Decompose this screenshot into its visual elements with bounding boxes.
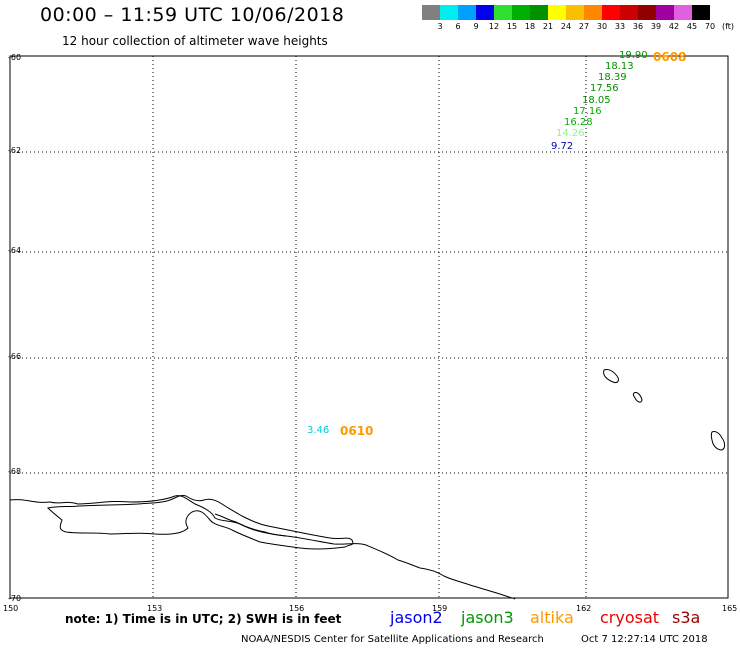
color-swatch xyxy=(620,5,638,20)
color-scale-label: 36 xyxy=(632,22,644,31)
credit-text: NOAA/NESDIS Center for Satellite Applica… xyxy=(241,634,544,645)
color-scale-label: 45 xyxy=(686,22,698,31)
color-scale-label: 33 xyxy=(614,22,626,31)
pass-time-label: 0608 xyxy=(653,50,687,64)
legend-jason3: jason3 xyxy=(461,608,514,627)
antarctic-coastline xyxy=(9,495,516,600)
color-swatch xyxy=(512,5,530,20)
legend-jason2: jason2 xyxy=(390,608,443,627)
lat-label-66: -66 xyxy=(8,352,22,361)
lon-label-150: 150 xyxy=(3,604,19,613)
map-title: 00:00 – 11:59 UTC 10/06/2018 xyxy=(40,4,345,26)
swh-value: 18.05 xyxy=(582,95,611,106)
pass-time-label: 0610 xyxy=(340,424,374,438)
color-scale-label: 42 xyxy=(668,22,680,31)
color-scale-label: 27 xyxy=(578,22,590,31)
color-swatch xyxy=(638,5,656,20)
color-swatch xyxy=(458,5,476,20)
color-swatch xyxy=(602,5,620,20)
color-scale-label: 70 xyxy=(704,22,716,31)
lon-label-153: 153 xyxy=(147,604,163,613)
color-swatch xyxy=(440,5,458,20)
footer-note: note: 1) Time is in UTC; 2) SWH is in fe… xyxy=(65,612,342,626)
map-subtitle: 12 hour collection of altimeter wave hei… xyxy=(62,34,328,48)
color-swatch xyxy=(494,5,512,20)
ice-shelf-outline xyxy=(46,495,354,550)
color-scale-label: 30 xyxy=(596,22,608,31)
color-scale-label: 12 xyxy=(488,22,500,31)
swh-value: 18.39 xyxy=(598,72,627,83)
color-scale-label: 6 xyxy=(455,22,461,31)
color-swatch xyxy=(584,5,602,20)
legend-altika: altika xyxy=(530,608,574,627)
color-scale-labels: 3 6 9 12 15 18 21 24 27 30 33 36 39 42 45 70 (ft) xyxy=(422,22,740,34)
color-swatch xyxy=(656,5,674,20)
color-swatch xyxy=(530,5,548,20)
lat-label-70: -70 xyxy=(8,594,22,603)
lon-label-156: 156 xyxy=(289,604,305,613)
island-1 xyxy=(603,369,619,383)
lat-label-60: -60 xyxy=(8,53,22,62)
color-swatch xyxy=(674,5,692,20)
graticule xyxy=(10,56,728,598)
legend-cryosat: cryosat xyxy=(600,608,660,627)
map-frame xyxy=(9,55,729,599)
swh-value: 16.28 xyxy=(564,117,593,128)
swh-value: 17.56 xyxy=(590,83,619,94)
swh-value: 9.72 xyxy=(551,141,574,152)
color-scale-label: 21 xyxy=(542,22,554,31)
legend-s3a: s3a xyxy=(672,608,701,627)
swh-value: 14.26 xyxy=(556,128,585,139)
island-3 xyxy=(710,431,726,451)
lon-label-162: 162 xyxy=(576,604,592,613)
color-swatch xyxy=(476,5,494,20)
swh-value: 19.90 xyxy=(619,50,648,61)
color-scale-label: 24 xyxy=(560,22,572,31)
lat-label-64: -64 xyxy=(8,246,22,255)
color-swatch xyxy=(566,5,584,20)
color-scale-label: 9 xyxy=(473,22,479,31)
swh-value: 18.13 xyxy=(605,61,634,72)
color-scale-label: (ft) xyxy=(721,22,735,31)
inland-outline xyxy=(214,513,287,537)
island-2 xyxy=(632,392,643,403)
color-scale-label: 15 xyxy=(506,22,518,31)
lon-label-165: 165 xyxy=(722,604,738,613)
swh-value: 3.46 xyxy=(307,425,330,436)
color-swatch xyxy=(548,5,566,20)
lat-label-62: -62 xyxy=(8,146,22,155)
color-swatch xyxy=(692,5,710,20)
color-scale-label: 39 xyxy=(650,22,662,31)
color-scale-bar xyxy=(422,5,710,20)
color-swatch xyxy=(422,5,440,20)
generated-timestamp: Oct 7 12:27:14 UTC 2018 xyxy=(581,634,708,645)
swh-value: 17.16 xyxy=(573,106,602,117)
color-scale-label: 3 xyxy=(437,22,443,31)
coastline xyxy=(9,369,726,600)
color-scale-label: 18 xyxy=(524,22,536,31)
lon-label-159: 159 xyxy=(432,604,448,613)
lat-label-68: -68 xyxy=(8,467,22,476)
